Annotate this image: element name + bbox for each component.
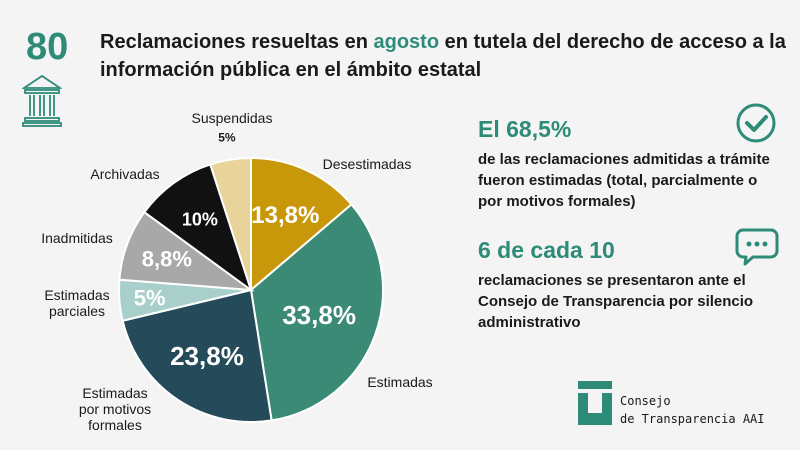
- pie-chart: 13,8% Desestimadas 33,8% Estimadas 23,8% Esti…: [41, 110, 432, 433]
- pie-slice-2: [121, 288, 273, 423]
- page-title: Reclamaciones resueltas en agosto en tut…: [100, 28, 790, 84]
- pie-slice-5: [142, 163, 253, 293]
- slice-category-label-5: Archivadas: [90, 166, 159, 182]
- slice-value-label-0: 13,8%: [251, 202, 319, 229]
- slice-category-label-1: Estimadas: [367, 374, 432, 390]
- stat-headline: El 68,5%: [478, 116, 572, 142]
- council-name-line1: Consejo: [620, 394, 671, 408]
- slice-value-label-4: 8,8%: [142, 246, 192, 271]
- slice-category-label-4: Inadmitidas: [41, 230, 113, 246]
- stat-text: de las reclamaciones admitidas a trámite…: [478, 151, 770, 210]
- title-accent: agosto: [373, 31, 440, 53]
- pie-slice-6: [209, 156, 252, 291]
- slice-value-label-1: 33,8%: [282, 300, 356, 330]
- slice-category-label-3: Estimadas parciales: [44, 287, 109, 319]
- slice-value-label-5: 10%: [182, 209, 218, 229]
- title-post: en tutela del derecho de acceso a la inf…: [100, 31, 786, 81]
- check-circle-icon: [736, 103, 776, 143]
- slice-value-label-2: 23,8%: [170, 341, 244, 371]
- stat-headline: 6 de cada 10: [478, 237, 615, 263]
- slice-category-label-0: Desestimadas: [323, 156, 412, 172]
- slice-value-label-6: 5%: [218, 130, 236, 144]
- stat-text: reclamaciones se presentaron ante el Con…: [478, 272, 754, 331]
- slice-value-label-3: 5%: [134, 285, 166, 310]
- building-icon: [22, 74, 62, 127]
- total-count: 80: [26, 26, 69, 68]
- stat-estimated: El 68,5% de las reclamaciones admitidas …: [478, 116, 778, 212]
- council-name-line2: de Transparencia AAI: [620, 412, 765, 426]
- stat-silence: 6 de cada 10 reclamaciones se presentaro…: [478, 237, 778, 333]
- pie-slice-1: [249, 203, 384, 422]
- pie-slice-0: [250, 156, 353, 293]
- title-pre: Reclamaciones resueltas en: [100, 31, 374, 53]
- chat-bubble-icon: [735, 228, 779, 266]
- slice-category-label-6: Suspendidas: [192, 110, 273, 126]
- slice-category-label-2: Estimadas por motivos formales: [79, 385, 151, 433]
- council-name: Consejo de Transparencia AAI: [620, 392, 765, 428]
- council-logo: [578, 381, 612, 425]
